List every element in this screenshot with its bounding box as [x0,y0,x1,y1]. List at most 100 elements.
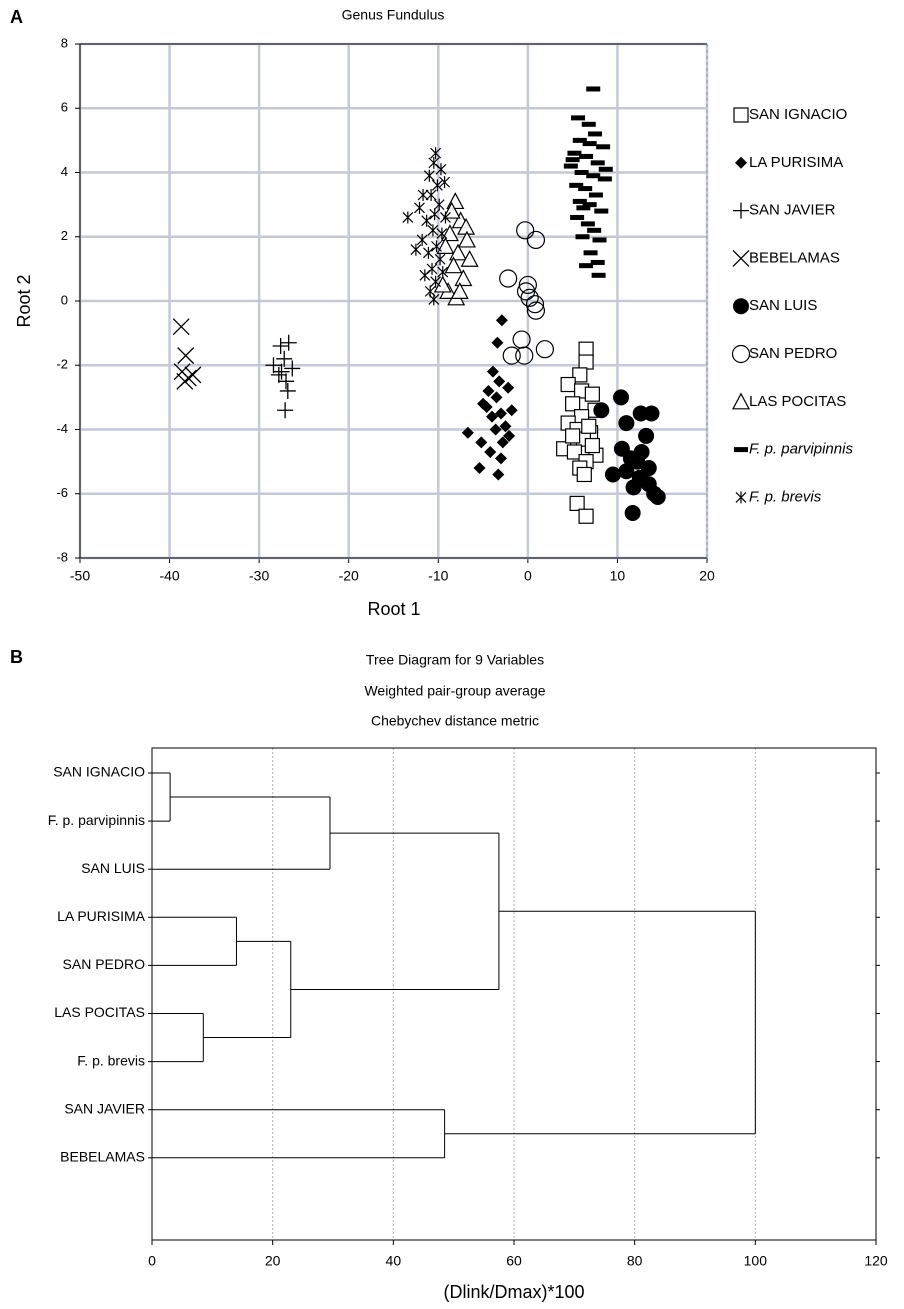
point [425,188,437,201]
point [278,373,295,390]
point [571,115,586,121]
point [591,272,606,278]
x-tick-label: 100 [744,1253,768,1269]
point [450,282,469,299]
legend-marker [731,344,751,364]
point [566,444,583,460]
point [279,382,296,399]
point [565,157,580,163]
point [526,230,546,250]
legend-label: F. p. brevis [749,488,822,505]
point [494,407,507,420]
point [518,275,537,295]
leaf-label: SAN PEDRO [63,956,146,972]
point [572,137,587,143]
point [490,391,503,404]
point [417,188,429,201]
x-tick-label: 20 [699,568,715,584]
point [435,163,447,176]
point [526,301,546,320]
point [493,375,506,388]
chart-subtitle: Weighted pair-group average [364,683,545,699]
point [402,211,414,224]
point [570,214,585,220]
chart-title: Tree Diagram for 9 Variables [366,652,544,668]
x-tick-label: -30 [249,568,269,584]
point [272,337,289,354]
point [578,508,594,524]
x-tick-label: 80 [627,1253,643,1269]
point [491,336,504,349]
point [503,429,516,442]
point [494,452,507,465]
point [525,295,545,314]
leaf-label: F. p. brevis [77,1052,145,1068]
point [572,367,588,383]
point [280,334,297,351]
y-tick-label: 2 [61,228,68,243]
point [574,170,589,175]
point [184,366,202,384]
legend-marker [732,249,750,267]
point [598,166,613,172]
point [179,369,197,387]
point [586,86,601,92]
point [482,384,495,397]
point [582,202,597,208]
point [276,350,293,367]
plot-frame [79,43,707,559]
y-tick-label: -2 [56,357,68,372]
legend-label: SAN IGNACIO [749,106,847,123]
point [499,420,512,433]
point [578,341,594,357]
point [582,141,597,147]
point [480,401,493,414]
x-tick-label: -10 [428,568,448,584]
point [426,262,438,275]
point [423,169,435,182]
x-axis-label: (Dlink/Dmax)*100 [443,1282,584,1302]
y-tick-label: 8 [61,35,68,50]
point [427,224,439,237]
point [569,495,585,511]
point [416,233,428,246]
point [632,405,649,422]
point [516,282,536,301]
point [535,340,554,359]
point [436,237,455,254]
point [457,230,476,248]
point [579,263,594,269]
legend-marker [735,156,747,169]
point [436,227,448,240]
point [502,346,521,365]
point [604,466,621,483]
leaf-label: SAN IGNACIO [53,764,145,780]
x-tick-label: 20 [265,1253,281,1269]
panel-label: B [10,647,23,667]
point [629,453,646,470]
plot-frame [151,747,877,1241]
x-axis-label: Root 1 [367,599,420,619]
leaf-label: LA PURISIMA [57,908,146,924]
x-tick-label: 10 [610,568,626,584]
legend-label: F. p. parvipinnis [749,441,853,458]
point [461,426,474,439]
point [429,208,441,221]
point [581,121,596,127]
point [572,198,587,204]
leaf-label: SAN JAVIER [64,1100,145,1116]
y-tick-label: 6 [61,100,68,115]
point [583,250,598,256]
y-tick-label: 0 [61,292,68,307]
panel-label: A [10,7,23,27]
point [428,293,440,306]
point [460,249,479,267]
point [638,427,655,444]
point [437,266,449,279]
point [440,211,451,224]
legend-marker [733,202,749,219]
point [578,186,593,192]
point [484,445,497,458]
point [495,314,508,327]
point [273,363,290,380]
